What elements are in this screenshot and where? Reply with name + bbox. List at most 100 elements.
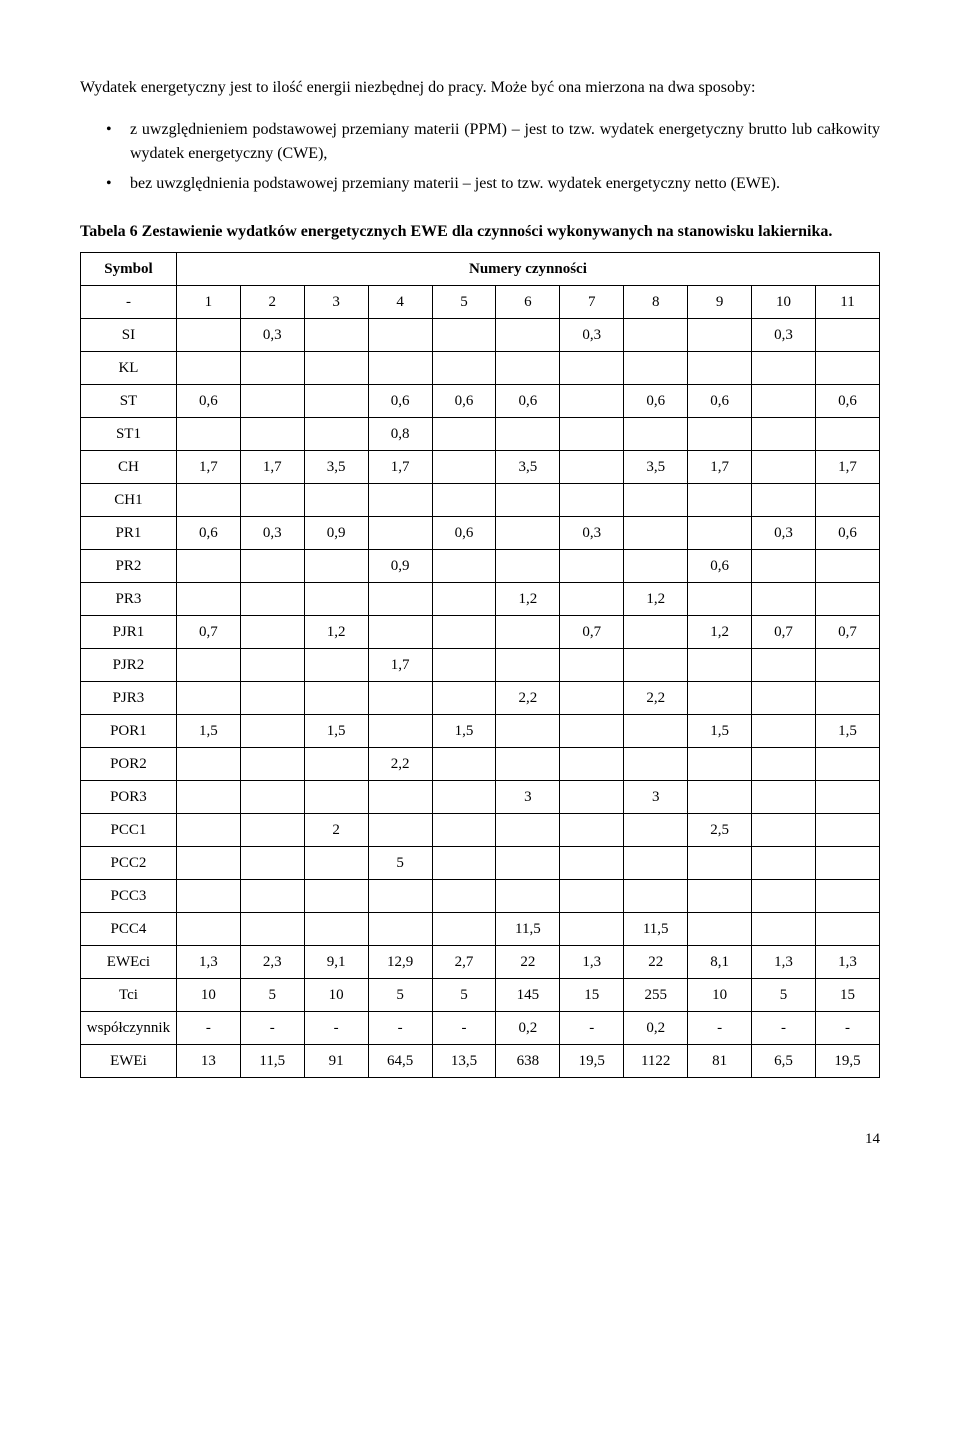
row-symbol: PR1 [81,517,177,550]
table-cell [368,715,432,748]
table-cell: 1,7 [688,451,752,484]
intro-paragraph: Wydatek energetyczny jest to ilość energ… [80,76,880,100]
table-cell [815,814,879,847]
row-symbol: PCC1 [81,814,177,847]
table-cell [368,517,432,550]
row-symbol: PCC4 [81,913,177,946]
table-cell: 0,6 [176,517,240,550]
table-cell [176,748,240,781]
table-cell: 1,5 [688,715,752,748]
table-cell: 10 [304,979,368,1012]
table-cell [240,715,304,748]
row-symbol: SI [81,319,177,352]
table-cell [815,484,879,517]
table-cell: - [240,1012,304,1045]
table-cell [496,484,560,517]
table-cell: 0,6 [432,517,496,550]
table-cell [240,781,304,814]
table-cell [240,484,304,517]
table-cell [432,814,496,847]
table-cell [496,649,560,682]
table-row: PJR10,71,20,71,20,70,7 [81,616,880,649]
table-cell [304,385,368,418]
table-cell: - [560,1012,624,1045]
col-label: 2 [240,286,304,319]
table-row: PR20,90,6 [81,550,880,583]
table-cell [560,583,624,616]
table-cell [752,847,816,880]
table-caption: Tabela 6 Zestawienie wydatków energetycz… [80,220,880,244]
table-cell [432,319,496,352]
table-row: PR10,60,30,90,60,30,30,6 [81,517,880,550]
table-cell: 1,5 [432,715,496,748]
table-cell [496,847,560,880]
table-cell: 3,5 [496,451,560,484]
row-symbol: PJR3 [81,682,177,715]
table-cell: 0,6 [368,385,432,418]
table-cell [815,847,879,880]
table-cell: 13,5 [432,1045,496,1078]
table-cell: 2,7 [432,946,496,979]
table-cell [432,451,496,484]
table-cell [752,715,816,748]
table-cell: - [368,1012,432,1045]
table-cell: 0,3 [752,517,816,550]
table-row: PJR32,22,2 [81,682,880,715]
table-cell: 1,3 [815,946,879,979]
table-cell [496,352,560,385]
table-cell: - [304,1012,368,1045]
table-cell [240,385,304,418]
table-cell [176,583,240,616]
col-label: 6 [496,286,560,319]
table-cell: 1122 [624,1045,688,1078]
table-cell [304,880,368,913]
table-cell [688,484,752,517]
table-cell [560,649,624,682]
table-row: EWEi1311,59164,513,563819,51122816,519,5 [81,1045,880,1078]
table-cell: 10 [688,979,752,1012]
table-cell: 22 [624,946,688,979]
table-cell: 0,3 [560,517,624,550]
table-row: PCC3 [81,880,880,913]
table-cell [368,616,432,649]
table-cell [176,682,240,715]
table-cell [432,583,496,616]
table-cell [368,913,432,946]
table-cell [176,781,240,814]
table-cell [496,550,560,583]
table-cell [560,484,624,517]
table-cell [688,418,752,451]
table-cell: 0,6 [432,385,496,418]
table-row: CH1 [81,484,880,517]
table-row: PR31,21,2 [81,583,880,616]
table-cell: 255 [624,979,688,1012]
table-cell: 9,1 [304,946,368,979]
table-cell [496,748,560,781]
table-cell [432,748,496,781]
table-cell: 2,2 [624,682,688,715]
table-cell [560,847,624,880]
table-cell: 1,2 [496,583,560,616]
table-cell [688,682,752,715]
table-cell [304,550,368,583]
table-cell: 0,6 [815,385,879,418]
table-cell: 0,3 [240,517,304,550]
table-cell: 3,5 [304,451,368,484]
table-cell: 2 [304,814,368,847]
table-cell [752,352,816,385]
table-cell [176,352,240,385]
table-cell: 0,8 [368,418,432,451]
table-cell [304,913,368,946]
table-cell [752,913,816,946]
table-cell [624,847,688,880]
col-label: 4 [368,286,432,319]
table-cell [624,748,688,781]
row-symbol: POR1 [81,715,177,748]
table-cell [496,616,560,649]
table-cell: 0,6 [688,550,752,583]
table-cell [688,649,752,682]
table-cell [240,550,304,583]
table-cell [240,649,304,682]
table-cell: 1,3 [560,946,624,979]
table-cell [752,682,816,715]
